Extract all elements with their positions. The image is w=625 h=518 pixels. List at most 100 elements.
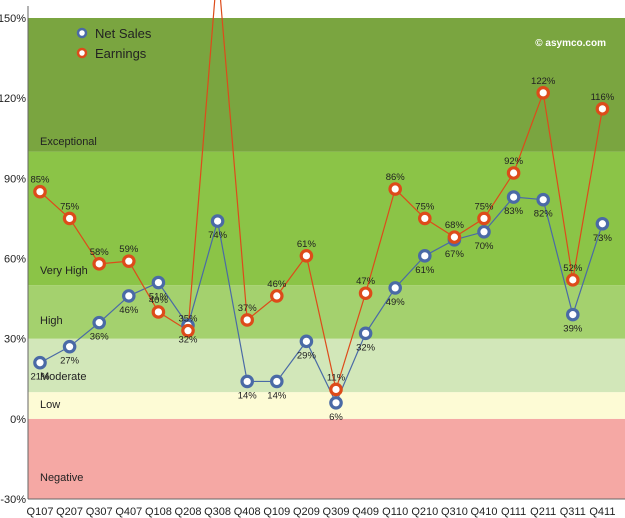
data-label: 92%	[504, 156, 524, 167]
data-point	[595, 102, 610, 116]
data-label: 49%	[386, 297, 406, 308]
data-point	[299, 334, 314, 349]
x-tick-label: Q109	[263, 506, 290, 518]
data-point	[595, 216, 610, 231]
data-label: 83%	[504, 206, 524, 217]
x-tick-label: Q110	[382, 506, 408, 518]
data-point	[388, 281, 402, 295]
data-label: 32%	[356, 342, 376, 353]
y-axis: -30% 0% 30% 60% 90% 120% 150%	[0, 6, 29, 506]
band-high	[28, 285, 625, 339]
data-label: 46%	[267, 279, 287, 290]
legend-label: Earnings	[95, 46, 147, 61]
x-tick-label: Q307	[86, 506, 113, 518]
x-tick-label: Q411	[589, 506, 615, 518]
series-line-earnings	[39, 0, 603, 392]
x-tick-label: Q210	[411, 506, 438, 518]
data-point	[151, 305, 166, 319]
y-tick-label: 0%	[10, 414, 26, 426]
data-label: 35%	[178, 314, 198, 325]
credit-label: © asymco.com	[535, 38, 606, 49]
data-point	[92, 257, 106, 271]
data-point	[329, 395, 343, 410]
data-label: 74%	[208, 230, 228, 241]
data-point	[240, 313, 254, 327]
x-tick-label: Q410	[471, 506, 498, 518]
band-label-exceptional: Exceptional	[40, 136, 97, 148]
x-tick-label: Q108	[145, 506, 172, 518]
data-label: 59%	[119, 244, 139, 255]
x-tick-label: Q207	[56, 506, 83, 518]
y-tick-label: 150%	[0, 13, 26, 25]
data-label: 67%	[445, 249, 465, 260]
x-tick-label: Q308	[204, 506, 231, 518]
data-label: 85%	[30, 175, 50, 186]
data-label: 122%	[531, 76, 556, 87]
data-point	[477, 224, 491, 239]
data-label: 14%	[238, 390, 258, 401]
y-tick-label: 90%	[4, 173, 26, 185]
data-label: 47%	[356, 276, 376, 287]
data-point	[33, 355, 47, 370]
data-point	[417, 249, 432, 263]
y-tick-label: 30%	[4, 334, 26, 346]
data-label: 39%	[563, 324, 583, 335]
data-label: 73%	[593, 233, 613, 244]
data-point	[358, 286, 373, 301]
series-points	[33, 86, 610, 410]
data-point	[329, 382, 343, 397]
data-point	[506, 166, 521, 180]
data-point	[269, 289, 284, 303]
data-label: 11%	[327, 372, 346, 383]
data-label: 37%	[238, 303, 258, 314]
band-negative	[28, 418, 625, 499]
x-tick-label: Q107	[27, 506, 54, 518]
data-label: 46%	[119, 305, 139, 316]
legend-marker	[76, 47, 88, 59]
band-exceptional	[28, 18, 625, 152]
data-point	[269, 374, 284, 389]
data-labels: 21% 27% 36% 46% 51% 32% 74% 14% 14% 29% 6% 32% 49% 61…	[30, 76, 614, 423]
data-point	[447, 230, 462, 244]
data-label: 75%	[60, 201, 80, 212]
x-tick-label: Q309	[323, 506, 350, 518]
data-point	[33, 184, 47, 199]
data-label: 82%	[534, 209, 554, 220]
data-point	[151, 275, 166, 290]
data-label: 36%	[90, 332, 110, 343]
data-label: 52%	[563, 263, 583, 274]
band-low	[28, 392, 625, 419]
data-point	[417, 211, 432, 226]
x-tick-label: Q407	[115, 506, 142, 518]
data-label: 40%	[149, 295, 169, 306]
data-point	[536, 192, 550, 207]
x-tick-label: Q111	[501, 506, 526, 518]
data-label: 61%	[415, 265, 435, 276]
x-tick-label: Q209	[293, 506, 320, 518]
y-tick-label: 120%	[0, 93, 26, 105]
band-label-low: Low	[40, 399, 60, 411]
data-point	[181, 323, 195, 338]
x-tick-label: Q408	[234, 506, 261, 518]
data-point	[92, 315, 106, 330]
data-label: 86%	[386, 172, 406, 183]
data-point	[565, 307, 580, 322]
x-tick-label: Q409	[352, 506, 379, 518]
x-axis: Q107 Q207 Q307 Q407 Q108 Q208 Q308 Q408 Q109 Q209…	[27, 498, 625, 518]
data-label: 32%	[178, 334, 198, 345]
data-label: 116%	[591, 92, 615, 103]
data-label: 75%	[474, 201, 494, 212]
data-point	[388, 182, 402, 196]
x-tick-label: Q311	[560, 506, 586, 518]
data-point	[358, 326, 373, 341]
data-point	[122, 254, 136, 268]
band-label-high: High	[40, 315, 63, 327]
band-labels: Negative Low Moderate High Very High Exceptio…	[40, 136, 97, 484]
data-point	[240, 374, 254, 389]
legend: Net Sales Earnings	[76, 26, 152, 61]
data-label: 21%	[30, 372, 50, 383]
legend-marker	[76, 27, 88, 39]
data-point	[62, 211, 77, 226]
data-point	[62, 339, 77, 354]
